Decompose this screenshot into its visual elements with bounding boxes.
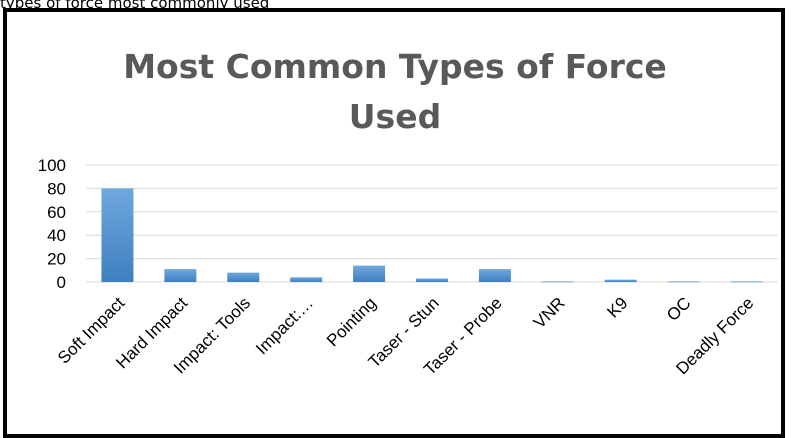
x-tick-label: Pointing [323,293,380,350]
bar [604,279,637,282]
y-tick-label: 100 [38,156,66,175]
x-tick-label: K9 [603,293,631,321]
bar [290,277,323,282]
x-tick-label: OC [663,293,694,324]
chart-title: Most Common Types of Force Used [123,47,667,136]
bar [730,281,763,283]
y-axis-tick-labels: 0 20 40 60 80 100 [38,156,66,292]
bar [101,188,134,282]
bars [101,188,763,283]
y-tick-label: 60 [47,203,66,222]
bar [541,281,574,283]
x-tick-label: VNR [530,293,569,332]
bar [667,281,700,283]
top-caption-fragment: types of force most commonly used [0,0,270,10]
y-tick-label: 80 [47,179,66,198]
x-tick-label: Impact:… [252,293,317,358]
y-tick-label: 20 [47,250,66,269]
bar [416,278,448,282]
y-tick-label: 40 [47,226,66,245]
y-tick-label: 0 [57,273,66,292]
bar [164,269,197,282]
bar [478,269,511,282]
bar [353,265,386,282]
gridlines [86,164,778,283]
bar [227,272,260,282]
